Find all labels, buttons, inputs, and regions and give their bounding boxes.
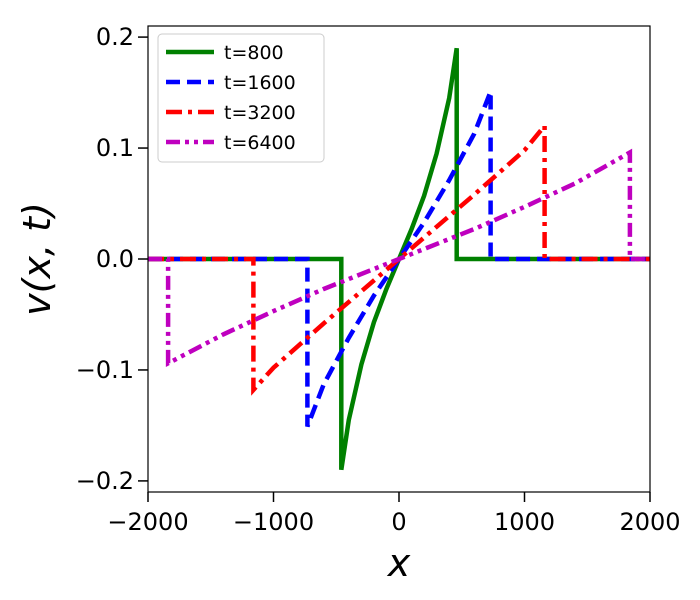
legend-label: t=1600 (224, 72, 296, 94)
y-axis: −0.2 −0.1 0.0 0.1 0.2 (76, 23, 148, 495)
series-line-t-3200 (148, 119, 650, 396)
x-tick-label: 1000 (494, 508, 555, 536)
x-tick-label: 0 (391, 508, 406, 536)
plot-lines (148, 47, 650, 471)
y-tick-label: 0.1 (96, 134, 134, 162)
y-tick-label: 0.2 (96, 23, 134, 51)
y-axis-label: v(x, t) (15, 202, 59, 316)
x-axis: −2000 −1000 0 1000 2000 (107, 492, 681, 536)
series-line-t-1600 (148, 90, 650, 428)
legend-label: t=3200 (224, 102, 296, 124)
legend-label: t=800 (224, 42, 284, 64)
y-tick-label: 0.0 (96, 245, 134, 273)
series-line-t-6400 (148, 148, 650, 368)
legend-box (157, 33, 325, 163)
y-tick-label: −0.2 (76, 467, 134, 495)
legend: t=800 t=1600 t=3200 t=6400 (157, 33, 325, 163)
x-tick-label: −2000 (107, 508, 188, 536)
x-tick-label: −1000 (233, 508, 314, 536)
legend-label: t=6400 (224, 132, 296, 154)
y-tick-label: −0.1 (76, 356, 134, 384)
x-axis-label: x (387, 541, 411, 585)
x-tick-label: 2000 (619, 508, 680, 536)
